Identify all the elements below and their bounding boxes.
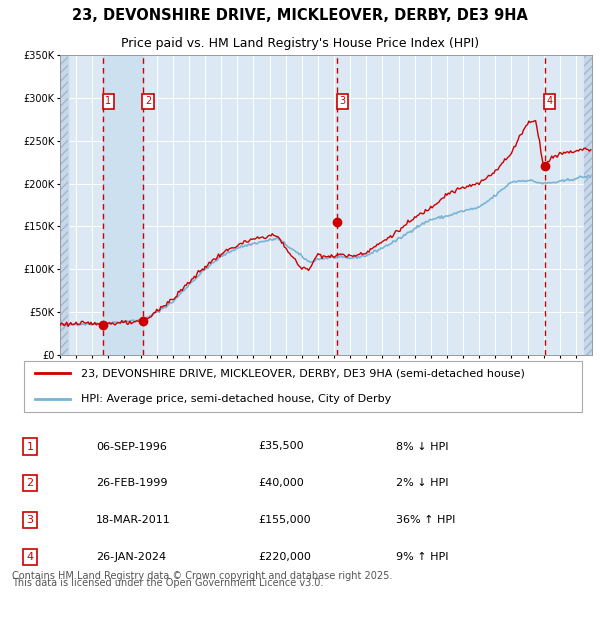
Text: 23, DEVONSHIRE DRIVE, MICKLEOVER, DERBY, DE3 9HA: 23, DEVONSHIRE DRIVE, MICKLEOVER, DERBY,… [72,8,528,23]
Text: £220,000: £220,000 [258,552,311,562]
Text: 2: 2 [145,97,151,107]
Text: HPI: Average price, semi-detached house, City of Derby: HPI: Average price, semi-detached house,… [82,394,392,404]
Text: 4: 4 [26,552,34,562]
Text: 4: 4 [547,97,553,107]
FancyBboxPatch shape [24,361,583,412]
Text: 3: 3 [26,515,34,525]
Text: £155,000: £155,000 [258,515,311,525]
Text: 06-SEP-1996: 06-SEP-1996 [96,441,167,451]
Text: 2: 2 [26,478,34,489]
Text: 2% ↓ HPI: 2% ↓ HPI [396,478,449,489]
Text: 1: 1 [105,97,111,107]
Text: 18-MAR-2011: 18-MAR-2011 [96,515,171,525]
Text: This data is licensed under the Open Government Licence v3.0.: This data is licensed under the Open Gov… [12,578,323,588]
Text: 1: 1 [26,441,34,451]
Text: 8% ↓ HPI: 8% ↓ HPI [396,441,449,451]
Text: £35,500: £35,500 [258,441,304,451]
Text: Price paid vs. HM Land Registry's House Price Index (HPI): Price paid vs. HM Land Registry's House … [121,37,479,50]
Text: 9% ↑ HPI: 9% ↑ HPI [396,552,449,562]
Text: Contains HM Land Registry data © Crown copyright and database right 2025.: Contains HM Land Registry data © Crown c… [12,571,392,581]
Text: £40,000: £40,000 [258,478,304,489]
Text: 36% ↑ HPI: 36% ↑ HPI [396,515,455,525]
Text: 23, DEVONSHIRE DRIVE, MICKLEOVER, DERBY, DE3 9HA (semi-detached house): 23, DEVONSHIRE DRIVE, MICKLEOVER, DERBY,… [82,368,525,378]
Text: 26-JAN-2024: 26-JAN-2024 [96,552,166,562]
Text: 3: 3 [339,97,346,107]
Text: 26-FEB-1999: 26-FEB-1999 [96,478,167,489]
